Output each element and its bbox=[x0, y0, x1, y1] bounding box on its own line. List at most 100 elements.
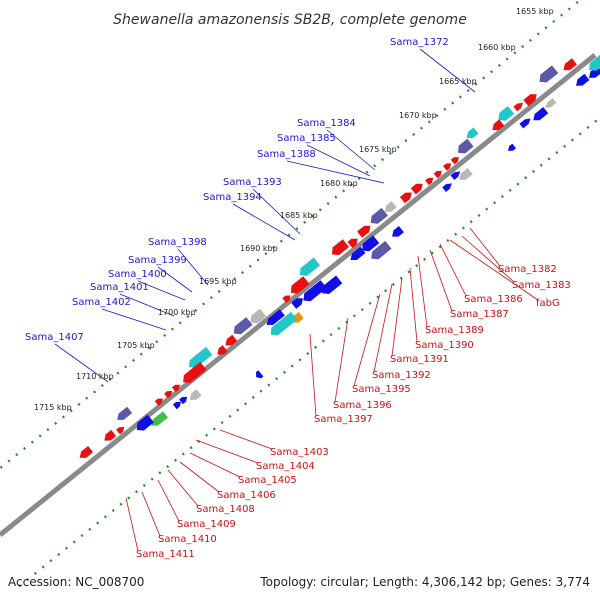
gene-feature bbox=[188, 346, 213, 368]
gene-feature bbox=[507, 143, 517, 151]
gene-feature bbox=[433, 170, 442, 179]
accession-text: Accession: NC_008700 bbox=[8, 575, 144, 589]
leader-line bbox=[419, 48, 476, 93]
gene-feature bbox=[322, 275, 343, 294]
gene-label-forward: Sama_1407 bbox=[25, 332, 84, 343]
gene-feature bbox=[539, 65, 559, 83]
gene-feature bbox=[362, 235, 380, 252]
gene-feature bbox=[350, 246, 366, 260]
tick-label: 1680 kbp bbox=[320, 179, 358, 188]
gene-feature bbox=[589, 52, 600, 71]
gene-feature bbox=[425, 177, 434, 186]
gene-label-reverse: Sama_1396 bbox=[333, 400, 392, 411]
gene-label-reverse: Sama_1397 bbox=[314, 414, 373, 425]
gene-feature bbox=[270, 311, 298, 336]
leader-line bbox=[334, 317, 349, 403]
genome-summary-text: Topology: circular; Length: 4,306,142 bp… bbox=[259, 575, 590, 589]
gene-feature bbox=[233, 317, 253, 335]
leader-line bbox=[157, 479, 180, 522]
gene-feature bbox=[331, 239, 350, 256]
gene-track-frame bbox=[79, 52, 600, 458]
leader-line bbox=[219, 429, 273, 450]
leader-line bbox=[286, 160, 385, 184]
gene-feature bbox=[410, 183, 423, 195]
gene-feature bbox=[164, 390, 173, 399]
gene-feature bbox=[250, 308, 267, 324]
inner-tick-track bbox=[0, 1, 579, 470]
gene-feature bbox=[459, 167, 473, 180]
leader-line bbox=[439, 243, 467, 297]
tick-label: 1660 kbp bbox=[478, 43, 516, 52]
tick-label: 1675 kbp bbox=[359, 145, 397, 154]
gene-feature bbox=[589, 65, 600, 78]
leader-line bbox=[125, 497, 139, 552]
gene-feature bbox=[450, 171, 461, 181]
gene-labels: Sama_1372 Sama_1384 Sama_1385 Sama_1388 Sama… bbox=[25, 37, 571, 560]
leader-line bbox=[157, 266, 193, 293]
tick-label: 1695 kbp bbox=[199, 277, 237, 286]
leader-line bbox=[137, 280, 186, 301]
leader-line bbox=[391, 277, 403, 357]
gene-feature bbox=[151, 411, 168, 426]
leader-line bbox=[177, 248, 209, 286]
gene-feature bbox=[513, 102, 524, 112]
gene-label-forward: Sama_1384 bbox=[297, 118, 356, 129]
gene-feature bbox=[370, 207, 388, 224]
gene-label-reverse: Sama_1410 bbox=[158, 534, 217, 545]
gene-feature bbox=[282, 295, 291, 303]
gene-label-forward: Sama_1398 bbox=[148, 237, 207, 248]
gene-label-reverse: Sama_1405 bbox=[238, 475, 297, 486]
gene-label-forward: Sama_1388 bbox=[257, 149, 316, 160]
tick-label: 1705 kbp bbox=[117, 341, 155, 350]
leader-line bbox=[54, 343, 109, 383]
gene-feature bbox=[116, 427, 125, 435]
gene-feature bbox=[384, 201, 397, 212]
gene-feature bbox=[498, 106, 515, 121]
leader-line bbox=[449, 239, 539, 301]
gene-label-reverse: Sama_1382 bbox=[498, 264, 557, 275]
gene-feature bbox=[442, 183, 452, 192]
gene-feature bbox=[399, 192, 412, 204]
gene-label-reverse: Sama_1411 bbox=[136, 549, 195, 560]
gene-feature bbox=[523, 94, 537, 107]
gene-feature bbox=[466, 127, 479, 138]
gene-feature bbox=[443, 163, 452, 171]
gene-label-reverse: Sama_1383 bbox=[512, 280, 571, 291]
gene-label-forward: Sama_1400 bbox=[108, 269, 167, 280]
gene-feature bbox=[104, 429, 117, 441]
gene-label-forward: Sama_1372 bbox=[390, 37, 449, 48]
gene-feature bbox=[576, 73, 590, 86]
leader-line bbox=[373, 283, 393, 373]
gene-feature bbox=[225, 334, 238, 346]
gene-label-forward: Sama_1393 bbox=[223, 177, 282, 188]
tick-label: 1685 kbp bbox=[280, 211, 318, 220]
gene-feature bbox=[172, 401, 181, 410]
gene-label-reverse: Sama_1391 bbox=[390, 354, 449, 365]
gene-feature bbox=[492, 119, 505, 131]
gene-label-reverse: Sama_1406 bbox=[217, 490, 276, 501]
map-title: Shewanella amazonensis SB2B, complete ge… bbox=[113, 12, 467, 28]
gene-label-reverse: Sama_1387 bbox=[450, 309, 509, 320]
leader-line bbox=[189, 452, 241, 478]
leader-line bbox=[167, 469, 199, 507]
gene-feature bbox=[189, 389, 202, 400]
gene-feature bbox=[217, 345, 228, 355]
gene-label-forward: Sama_1399 bbox=[128, 255, 187, 266]
gene-features bbox=[79, 52, 600, 458]
gene-label-reverse: Sama_1408 bbox=[196, 504, 255, 515]
gene-label-reverse: Sama_1389 bbox=[425, 325, 484, 336]
position-ticks: 1655 kbp 1660 kbp 1665 kbp 1670 kbp 1675 kbp… bbox=[34, 7, 554, 412]
gene-label-reverse: Sama_1404 bbox=[256, 461, 315, 472]
leader-line bbox=[461, 235, 515, 283]
gene-feature bbox=[347, 238, 358, 249]
gene-feature bbox=[179, 396, 188, 405]
gene-label-forward: Sama_1385 bbox=[277, 133, 336, 144]
tick-label: 1655 kbp bbox=[516, 7, 554, 16]
gene-feature bbox=[266, 309, 285, 325]
gene-feature bbox=[171, 384, 180, 393]
gene-feature bbox=[545, 98, 557, 108]
tick-label: 1710 kbp bbox=[76, 372, 114, 381]
leader-line bbox=[417, 255, 428, 328]
